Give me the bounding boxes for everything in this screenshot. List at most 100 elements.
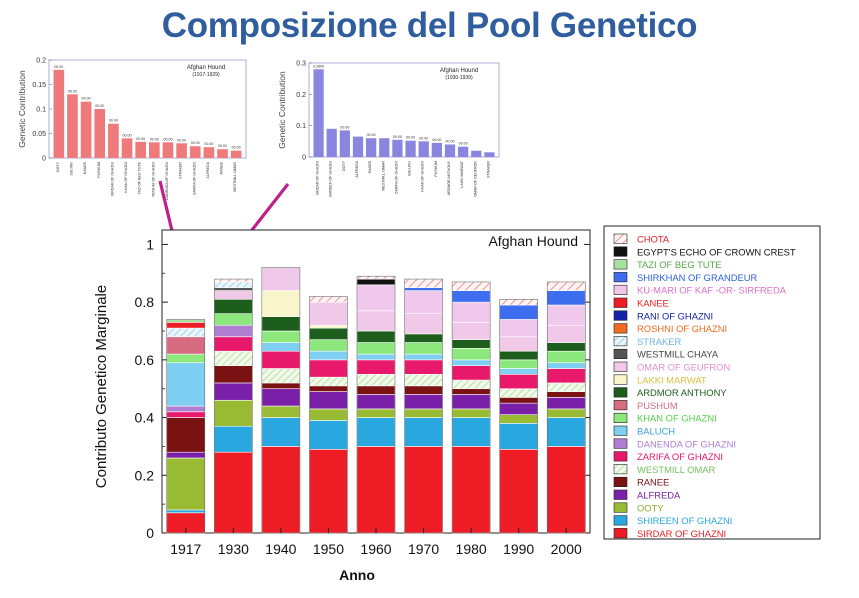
- legend-swatch: [613, 361, 628, 372]
- mini-category-label: KANEE: [83, 161, 87, 174]
- stack-segment: [499, 368, 538, 375]
- stack-segment: [499, 304, 538, 320]
- legend-swatch: [613, 297, 628, 308]
- stack-segment: [499, 449, 538, 534]
- y-tick-label: 0.8: [135, 294, 155, 310]
- mini-bar-data-label: 00.00: [150, 137, 159, 141]
- stack-segment: [309, 327, 348, 340]
- x-tick-label: 1917: [170, 541, 201, 557]
- legend-entry-label: KU-MARI OF KAF -OR- SIRFREDA: [637, 285, 787, 296]
- mini-bar: [405, 140, 416, 157]
- stack-segment: [261, 350, 301, 369]
- mini-chart-title: Afghan Hound: [187, 65, 225, 71]
- mini-y-axis-label: Genetic Contribution: [277, 71, 287, 149]
- mini-category-label: BALUCH: [408, 161, 412, 176]
- stack-segment: [356, 373, 396, 387]
- x-tick-label: 2000: [551, 541, 582, 557]
- stack-segment: [166, 336, 206, 355]
- legend-entry-label: KANEE: [637, 298, 669, 309]
- stack-segment: [166, 411, 206, 418]
- stack-segment: [546, 350, 586, 364]
- stacked-bar-chart: 0 0.2 0.4 0.6 0.8 1 Contributo Genetico Margin…: [93, 229, 591, 583]
- stack-segment: [404, 313, 443, 335]
- legend-entry-label: LAKKI MARWAT: [637, 374, 707, 385]
- mini-category-label: SIRDAR OF GHAZNI: [316, 161, 320, 195]
- stack-segment: [261, 446, 301, 534]
- mini-y-tick-label: 0: [42, 156, 46, 163]
- mini-bar-data-label: 00.00: [177, 138, 186, 142]
- mini-bar: [176, 143, 187, 158]
- stack-segment: [309, 339, 348, 352]
- mini-chart-title: Afghan Hound: [440, 68, 478, 74]
- mini-bar: [339, 130, 350, 157]
- stack-segment: [309, 296, 348, 303]
- stack-segment: [451, 301, 491, 323]
- mini-bar: [471, 150, 482, 157]
- stack-segment: [166, 457, 206, 511]
- stack-segment: [261, 290, 301, 317]
- stack-segment: [356, 394, 396, 410]
- mini-y-axis-label: Genetic Contribution: [17, 70, 27, 148]
- legend-entry-label: EGYPT'S ECHO OF CROWN CREST: [637, 246, 796, 257]
- stack-segment: [309, 385, 348, 392]
- legend-swatch: [613, 348, 628, 360]
- mini-category-label: WESTMILL OMAR: [381, 161, 385, 191]
- stack-segment: [404, 394, 443, 410]
- mini-bar-data-label: 00.00: [459, 142, 468, 146]
- mini-bar-data-label: 00.00: [406, 136, 415, 140]
- mini-category-label: PUSHUM: [434, 161, 438, 177]
- mini-bar-data-label: 00.00: [446, 139, 455, 143]
- mini-bar: [149, 142, 160, 158]
- stack-segment: [261, 316, 301, 332]
- stack-segment: [166, 319, 206, 323]
- stack-segment: [356, 408, 396, 418]
- stack-segment: [546, 397, 586, 410]
- legend-entry-label: SHIRKHAN OF GRANDEUR: [637, 272, 758, 283]
- mini-category-label: ROSHNI OF GHAZNI: [151, 162, 155, 197]
- mini-bar: [135, 141, 146, 158]
- stack-segment: [214, 350, 253, 366]
- stack-segment: [499, 350, 538, 361]
- stack-segment: [261, 405, 301, 418]
- stack-segment: [261, 368, 301, 384]
- mini-bar-data-label: 00.00: [123, 133, 132, 137]
- mini-y-tick-label: 0: [302, 155, 306, 162]
- mini-bar-data-label: 00.00: [163, 137, 172, 141]
- legend-swatch: [613, 310, 628, 321]
- mini-bar-data-label: 00.00: [204, 142, 213, 146]
- stack-segment: [499, 402, 538, 415]
- legend-swatch: [613, 528, 628, 539]
- mini-bar-data-label: 00.00: [419, 136, 428, 140]
- stack-segment: [451, 281, 491, 291]
- mini-bar: [458, 146, 469, 157]
- mini-bar: [67, 94, 78, 158]
- mini-bar-data-label: 00.00: [393, 135, 402, 139]
- legend-swatch: [613, 336, 628, 347]
- mini-bar-data-label: 00.00: [95, 104, 104, 108]
- stack-segment: [166, 362, 206, 407]
- legend-entry-label: RANEE: [637, 477, 669, 488]
- mini-bar: [444, 144, 456, 157]
- stack-segment: [404, 408, 443, 418]
- mini-bar: [121, 138, 133, 158]
- mini-bar-data-label: 00.00: [109, 119, 118, 123]
- y-tick-label: 0.4: [135, 410, 155, 426]
- y-axis-label: Contributo Genetico Marginale: [93, 285, 110, 488]
- stack-segment: [451, 339, 491, 349]
- stack-segment: [261, 382, 301, 390]
- mini-y-tick-label: 0.1: [296, 123, 306, 130]
- mini-chart-title: (1917-1929): [192, 72, 220, 78]
- stack-segment: [261, 342, 301, 352]
- stack-segment: [451, 446, 491, 534]
- y-tick-label: 0: [146, 525, 154, 541]
- legend-entry-label: SIRDAR OF GHAZNI: [637, 528, 726, 539]
- stack-segment: [309, 420, 348, 450]
- stack-segment: [309, 359, 348, 378]
- stack-segment: [546, 382, 586, 392]
- stack-segment: [261, 388, 301, 407]
- stack-segment: [261, 330, 301, 343]
- mini-bar-data-label: 00.00: [218, 144, 227, 148]
- stack-segment: [546, 304, 586, 326]
- stack-segment: [166, 451, 206, 459]
- stack-segment: [309, 408, 348, 421]
